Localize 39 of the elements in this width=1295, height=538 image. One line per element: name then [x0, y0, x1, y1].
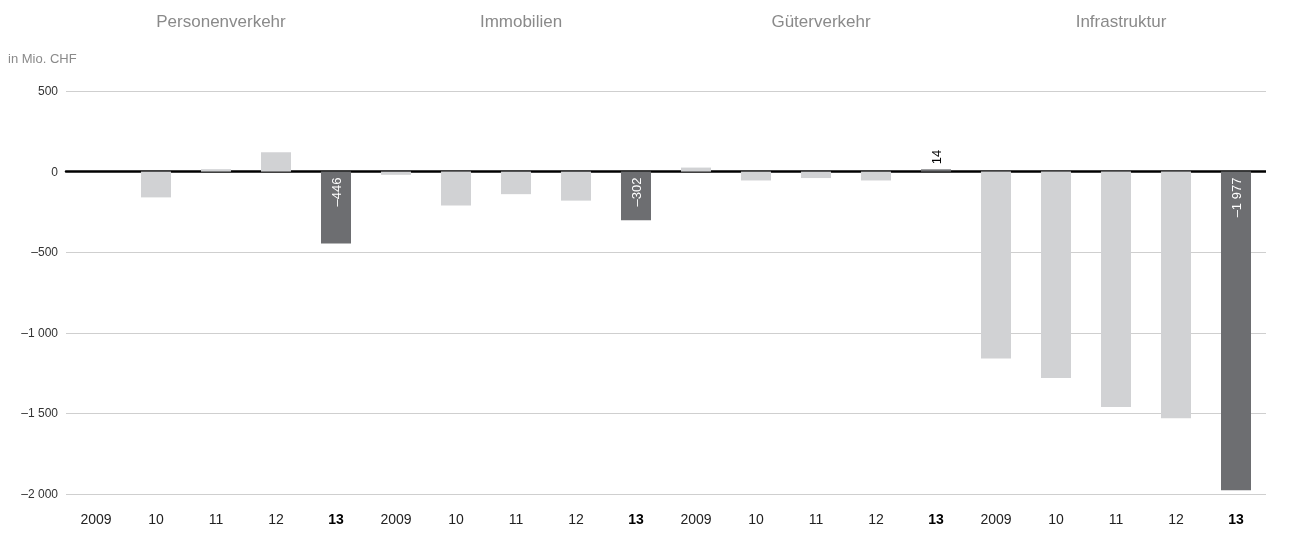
x-tick-label: 10	[448, 511, 464, 527]
x-tick-label: 11	[808, 511, 824, 527]
x-tick-label: 12	[568, 511, 584, 527]
y-axis-title: in Mio. CHF	[8, 51, 77, 66]
chart-title: Immobilien	[479, 12, 563, 31]
bar	[261, 152, 291, 172]
x-tick-label: 12	[868, 511, 884, 527]
data-label: –302	[628, 177, 644, 207]
chart-title: Infrastruktur	[1075, 12, 1167, 31]
y-tick-label: –1 500	[21, 406, 59, 421]
x-tick-label: 2009	[80, 511, 112, 527]
data-label: –1 977	[1228, 177, 1244, 218]
y-tick-label: –500	[31, 245, 59, 260]
x-tick-label: 11	[208, 511, 224, 527]
y-tick-label: –1 000	[21, 325, 59, 340]
y-tick-label: 500	[37, 84, 59, 98]
x-tick-label: 10	[148, 511, 164, 527]
x-tick-label: 11	[1108, 511, 1124, 527]
x-tick-label: 12	[1168, 511, 1184, 527]
x-tick-label: 13	[628, 511, 644, 527]
y-tick-label: 0	[51, 164, 59, 179]
x-tick-label: 2009	[380, 511, 412, 527]
x-tick-label: 13	[328, 511, 344, 527]
bar	[141, 171, 171, 198]
x-tick-label: 11	[508, 511, 524, 527]
x-tick-label: 13	[928, 511, 944, 527]
chart-title: Personenverkehr	[156, 12, 287, 31]
x-tick-label: 10	[1048, 511, 1064, 527]
bar	[201, 169, 231, 172]
bar	[321, 171, 351, 244]
x-tick-label: 12	[268, 511, 284, 527]
x-tick-label: 13	[1228, 511, 1244, 527]
x-tick-label: 2009	[980, 511, 1012, 527]
data-label: –446	[328, 177, 344, 207]
chart-title: Güterverkehr	[771, 12, 871, 31]
y-tick-label: –2 000	[21, 487, 59, 501]
data-label: 14	[928, 149, 944, 165]
x-tick-label: 2009	[680, 511, 712, 527]
x-tick-label: 10	[748, 511, 764, 527]
